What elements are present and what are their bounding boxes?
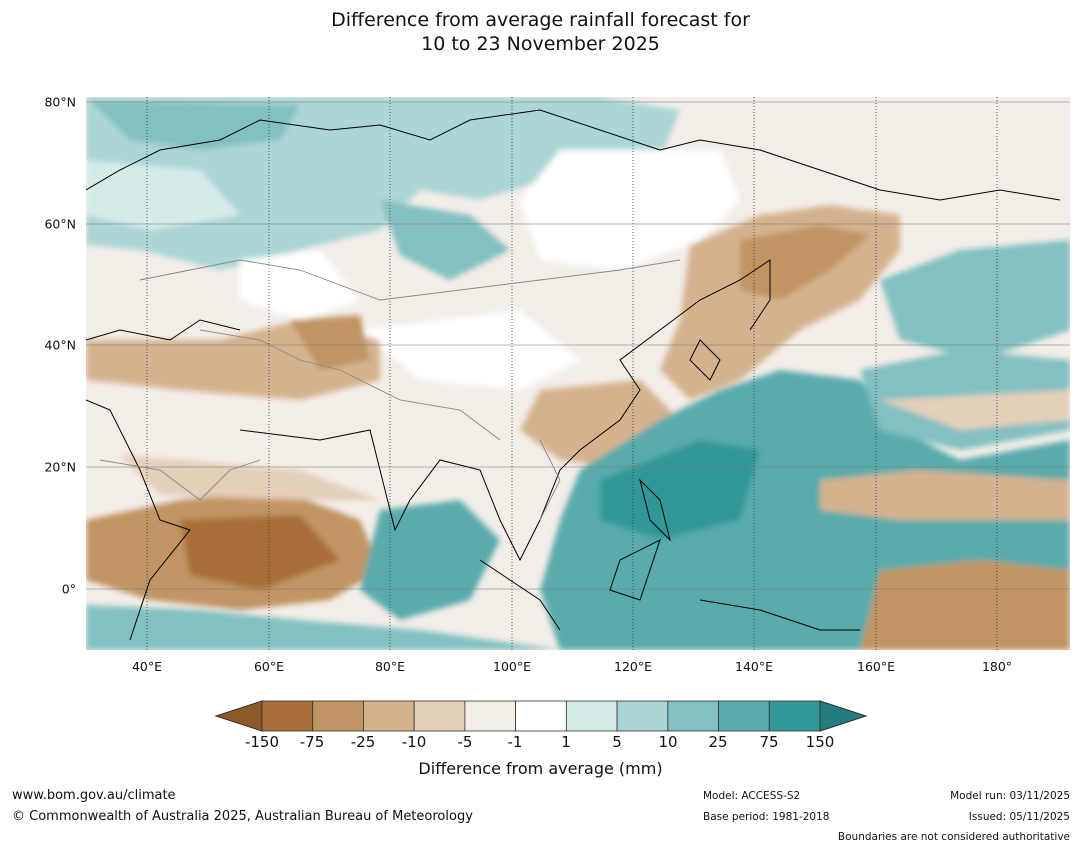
colorbar-tick-label: -1 (507, 733, 523, 751)
neutral-zone-kazakhstan (240, 250, 360, 320)
colorbar-segment (363, 700, 415, 732)
colorbar-segment (464, 700, 517, 732)
lon-label-120e: 120°E (613, 659, 653, 674)
rainfall-anomaly-field (86, 97, 1070, 650)
copyright-text: © Commonwealth of Australia 2025, Austra… (12, 809, 473, 824)
colorbar-segment (261, 700, 314, 732)
colorbar-under-arrow (214, 700, 263, 732)
wet-core-philippine-sea (600, 440, 760, 540)
longitude-gridlines (146, 97, 998, 650)
colorbar-segment (413, 700, 466, 732)
colorbar-tick-label: 1 (561, 733, 571, 751)
lon-label-140e: 140°E (734, 659, 774, 674)
model-run-text: Model run: 03/11/2025 (950, 790, 1070, 802)
colorbar-segment (312, 700, 364, 732)
colorbar-tick-label: 25 (708, 733, 728, 751)
issued-text: Issued: 05/11/2025 (968, 811, 1070, 823)
colorbar (214, 700, 868, 732)
colorbar-tick-label: 75 (759, 733, 779, 751)
colorbar-segment (565, 700, 618, 732)
lon-label-80e: 80°E (374, 659, 406, 674)
lon-label-160e: 160°E (856, 659, 896, 674)
lon-label-180: 180° (981, 659, 1013, 674)
dry-band-pacific (820, 470, 1070, 520)
lat-label-0: 0° (61, 581, 76, 597)
wet-core-northwest (90, 100, 300, 150)
lat-label-80n: 80°N (44, 94, 76, 110)
country-borders (99, 259, 681, 521)
colorbar-over-arrow (819, 700, 868, 732)
disclaimer-text: Boundaries are not considered authoritat… (837, 831, 1070, 843)
title-line-2: 10 to 23 November 2025 (421, 33, 660, 55)
lat-label-60n: 60°N (44, 216, 76, 232)
colorbar-tick-label: 150 (805, 733, 835, 751)
lon-label-60e: 60°E (253, 659, 285, 674)
neutral-zone-tibet (360, 310, 580, 390)
coastlines (86, 109, 1061, 641)
wet-region-north-pacific (880, 240, 1070, 360)
colorbar-tick-label: 10 (658, 733, 678, 751)
colorbar-segment (718, 700, 770, 732)
colorbar-segment (616, 700, 669, 732)
colorbar-label: Difference from average (mm) (418, 759, 663, 778)
colorbar-segment (515, 700, 567, 732)
colorbar-tick-label: -5 (457, 733, 473, 751)
colorbar-segment (667, 700, 719, 732)
wet-region-south-indian-ocean (86, 605, 560, 650)
colorbar-tick-label: -150 (244, 733, 280, 751)
latitude-gridlines (86, 101, 1070, 590)
lat-label-20n: 20°N (44, 459, 76, 475)
colorbar-tick-label: 5 (612, 733, 622, 751)
colorbar-tick-label: -10 (401, 733, 427, 751)
lon-label-100e: 100°E (492, 659, 532, 674)
colorbar-tick-label: -75 (299, 733, 325, 751)
model-text: Model: ACCESS-S2 (703, 790, 801, 802)
colorbar-tick-label: -25 (350, 733, 376, 751)
wet-core-central-siberia (380, 200, 510, 280)
lat-label-40n: 40°N (44, 337, 76, 353)
website-link[interactable]: www.bom.gov.au/climate (12, 788, 176, 803)
wet-light-west (86, 160, 240, 230)
neutral-zone-mongolia (520, 150, 740, 270)
colorbar-segments (261, 700, 821, 732)
dry-core-indian-ocean (180, 515, 340, 590)
colorbar-segment (768, 700, 821, 732)
chart-title: Difference from average rainfall forecas… (0, 8, 1081, 56)
lon-label-40e: 40°E (131, 659, 163, 674)
dry-light-pacific (880, 390, 1070, 430)
dry-core-hindu-kush (290, 315, 370, 370)
dry-region-central-pacific (860, 560, 1070, 650)
base-period-text: Base period: 1981-2018 (703, 811, 830, 823)
title-line-1: Difference from average rainfall forecas… (331, 9, 750, 31)
dry-core-northeast-asia (740, 225, 870, 300)
